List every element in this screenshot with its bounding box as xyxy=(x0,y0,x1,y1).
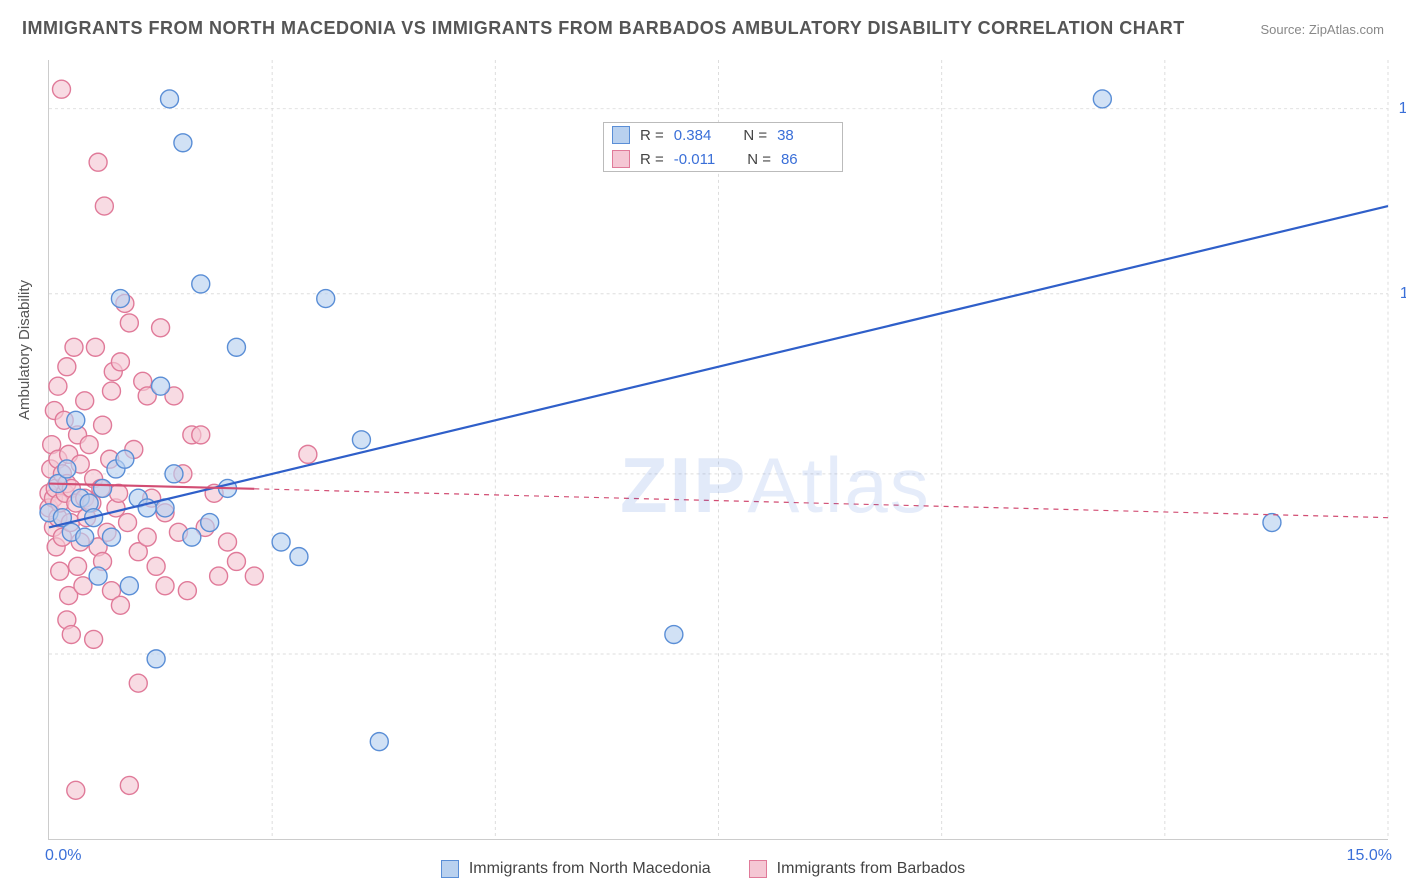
correlation-row-macedonia: R = 0.384 N = 38 xyxy=(604,123,842,147)
scatter-svg xyxy=(49,60,1388,839)
n-value-macedonia: 38 xyxy=(777,127,794,144)
swatch-macedonia xyxy=(612,126,630,144)
source-label: Source: ZipAtlas.com xyxy=(1260,22,1384,37)
swatch-macedonia xyxy=(441,860,459,878)
legend-label-barbados: Immigrants from Barbados xyxy=(777,860,966,878)
r-value-barbados: -0.011 xyxy=(674,151,715,168)
n-value-barbados: 86 xyxy=(781,151,798,168)
correlation-legend: R = 0.384 N = 38 R = -0.011 N = 86 xyxy=(603,122,843,172)
swatch-barbados xyxy=(749,860,767,878)
r-value-macedonia: 0.384 xyxy=(674,127,712,144)
y-tick-label: 11.2% xyxy=(1400,285,1406,303)
series-legend: Immigrants from North Macedonia Immigran… xyxy=(0,860,1406,878)
r-label: R = xyxy=(640,127,664,144)
chart-title: IMMIGRANTS FROM NORTH MACEDONIA VS IMMIG… xyxy=(22,18,1185,39)
y-axis-title: Ambulatory Disability xyxy=(16,280,33,420)
legend-item-barbados: Immigrants from Barbados xyxy=(749,860,966,878)
n-label: N = xyxy=(747,151,771,168)
correlation-row-barbados: R = -0.011 N = 86 xyxy=(604,147,842,171)
r-label: R = xyxy=(640,151,664,168)
legend-item-macedonia: Immigrants from North Macedonia xyxy=(441,860,711,878)
swatch-barbados xyxy=(612,150,630,168)
y-tick-label: 15.0% xyxy=(1399,100,1406,118)
chart-plot-area: R = 0.384 N = 38 R = -0.011 N = 86 3.8%7… xyxy=(48,60,1388,840)
legend-label-macedonia: Immigrants from North Macedonia xyxy=(469,860,711,878)
n-label: N = xyxy=(743,127,767,144)
